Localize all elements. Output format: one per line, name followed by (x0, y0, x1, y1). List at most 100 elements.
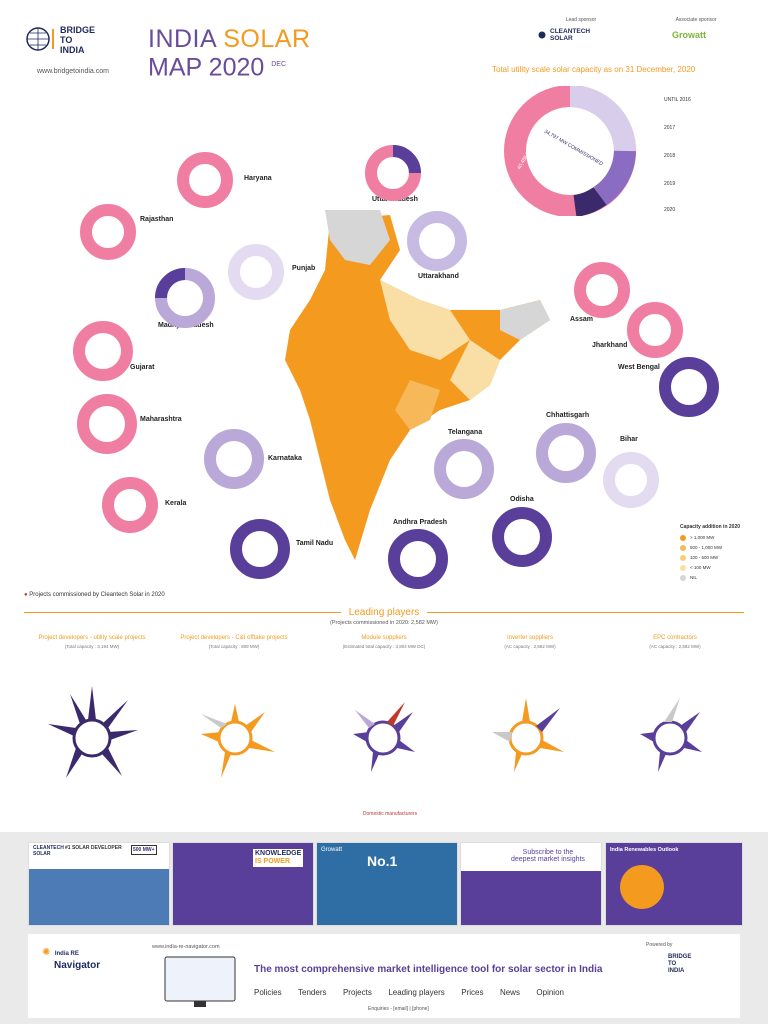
logo-text: BRIDGE TO INDIA (60, 25, 95, 55)
state-label-punjab[interactable]: Punjab (292, 265, 316, 272)
donut-tamil-nadu (230, 519, 290, 579)
powered-by-label: Powered by (646, 942, 673, 948)
ad1-brand-2: SOLAR (33, 851, 51, 857)
ad2-title-1: KNOWLEDGE (255, 850, 302, 857)
nav-item-leading-players[interactable]: Leading players (388, 988, 445, 997)
header-logo[interactable]: BRIDGE TO INDIA (24, 25, 95, 60)
state-label-uttarakhand[interactable]: Uttarakhand (418, 273, 459, 280)
state-label-jharkhand[interactable]: Jharkhand (592, 342, 628, 349)
navigator-enquiries: Enquiries - [email] | [phone] (368, 1006, 429, 1012)
state-donuts (73, 145, 719, 589)
navigator-box: ✺ India RE Navigator www.india-re-naviga… (28, 934, 740, 1018)
legend-row: > 1,000 MW (680, 533, 760, 543)
website-link[interactable]: www.bridgetoindia.com (37, 68, 109, 75)
state-label-haryana[interactable]: Haryana (244, 175, 272, 182)
legend-row: < 100 MW (680, 563, 760, 573)
state-label-telangana[interactable]: Telangana (448, 429, 483, 436)
logo-line1: BRIDGE (60, 25, 96, 35)
nav-item-opinion[interactable]: Opinion (536, 988, 564, 997)
lead-sponsor-name-1: CLEANTECH (550, 28, 591, 35)
title-india: INDIA (148, 25, 216, 53)
ad2-title-2: IS POWER (255, 858, 291, 865)
legend-swatch (680, 554, 686, 561)
title-map: MAP 2020 (148, 53, 265, 82)
ad-growatt[interactable]: Growatt No.1 (316, 842, 458, 926)
segment-2020 (573, 186, 607, 216)
state-label-tamil-nadu[interactable]: Tamil Nadu (296, 540, 334, 547)
nav-item-news[interactable]: News (499, 988, 520, 997)
ad1-title: #1 SOLAR DEVELOPER (65, 845, 122, 851)
state-label-rajasthan[interactable]: Rajasthan (140, 216, 174, 223)
chart-sub-epc: (AC capacity : 2,582 MW) (649, 644, 701, 649)
navigator-website[interactable]: www.india-re-navigator.com (152, 944, 220, 950)
donut-punjab (228, 244, 284, 300)
state-label-gujarat[interactable]: Gujarat (130, 364, 155, 371)
players-subtitle: (Projects commissioned in 2020: 2,582 MW… (330, 620, 438, 626)
players-charts (48, 686, 702, 778)
nav-item-tenders[interactable]: Tenders (298, 988, 327, 997)
legend-swatch (680, 534, 686, 541)
state-label-maharashtra[interactable]: Maharashtra (140, 416, 182, 423)
ad-subscribe[interactable]: Subscribe to the deepest market insights (460, 842, 602, 926)
powered-by-line2: TO (668, 961, 677, 967)
legend-swatch (680, 574, 686, 581)
donut-uttarakhand (407, 211, 467, 271)
legend-row: 500 - 1,000 MW (680, 543, 760, 553)
navigator-logo[interactable]: ✺ India RE Navigator (42, 942, 100, 971)
donut-telangana (434, 439, 494, 499)
powered-by-logo[interactable]: BRIDGE TO INDIA (668, 954, 691, 975)
lead-sponsor-name-2: SOLAR (550, 35, 573, 42)
associate-sponsor-name[interactable]: Growatt (672, 30, 707, 40)
ad4-title-1: Subscribe to the (522, 849, 574, 856)
chart-sub-utility: (Total capacity : 3,194 MW) (64, 644, 120, 649)
lead-sponsor-label: Lead sponsor (565, 17, 597, 23)
state-label-karnataka[interactable]: Karnataka (268, 455, 302, 462)
state-label-assam[interactable]: Assam (570, 316, 593, 323)
radial-ci (201, 704, 275, 778)
map-deccan (395, 380, 440, 430)
radial-utility (48, 686, 138, 778)
state-label-chhattisgarh[interactable]: Chhattisgarh (546, 412, 590, 419)
state-label-bihar[interactable]: Bihar (620, 436, 638, 443)
donut-maharashtra (77, 394, 137, 454)
map-note: ● Projects commissioned by Cleantech Sol… (24, 592, 165, 598)
map-northeast (500, 300, 550, 340)
donut-rajasthan (80, 204, 136, 260)
state-label-andhra-pradesh[interactable]: Andhra Pradesh (393, 519, 448, 526)
ad-cleantech[interactable]: CLEANTECH SOLAR #1 SOLAR DEVELOPER 500 M… (28, 842, 170, 926)
ad1-brand-1: CLEANTECH (33, 845, 64, 851)
segment-2016 (569, 86, 636, 152)
ad4-title-2: deepest market insights (511, 856, 585, 863)
logo-line3: INDIA (60, 45, 85, 55)
legend-title: Capacity addition in 2020 (680, 524, 741, 530)
radial-inverters (492, 698, 564, 772)
state-label-kerala[interactable]: Kerala (165, 500, 187, 507)
nav-item-projects[interactable]: Projects (342, 988, 372, 997)
donut-assam (574, 262, 630, 318)
radial-epc (640, 698, 702, 772)
year-label-2019: 2019 (664, 181, 676, 187)
navigator-brand-2: Navigator (54, 960, 101, 971)
sun-icon (538, 31, 546, 39)
navigator-menu: Policies Tenders Projects Leading player… (254, 982, 576, 1000)
nav-item-policies[interactable]: Policies (254, 988, 282, 997)
legend-label: > 1,000 MW (690, 535, 715, 540)
map-up (380, 280, 470, 360)
state-label-odisha[interactable]: Odisha (510, 496, 534, 503)
location-pin-icon: ● (24, 592, 28, 598)
legend-row: NIL (680, 573, 760, 583)
nav-item-prices[interactable]: Prices (461, 988, 484, 997)
title-suffix: DEC (271, 61, 287, 68)
ad-outlook[interactable]: India Renewables Outlook (605, 842, 743, 926)
map-north (325, 210, 390, 265)
segment-2019 (593, 150, 636, 206)
title-solar: SOLAR (223, 25, 311, 53)
associate-sponsor-label: Associate sponsor (675, 17, 717, 23)
lead-sponsor[interactable]: CLEANTECH SOLAR (536, 28, 590, 46)
navigator-brand-1: India RE (54, 951, 79, 957)
ad-knowledge[interactable]: KNOWLEDGE IS POWER (172, 842, 314, 926)
capacity-chart-title: Total utility scale solar capacity as on… (492, 65, 696, 74)
navigator-headline: The most comprehensive market intelligen… (254, 964, 603, 975)
state-label-west-bengal[interactable]: West Bengal (618, 364, 660, 371)
map-east (450, 340, 500, 400)
